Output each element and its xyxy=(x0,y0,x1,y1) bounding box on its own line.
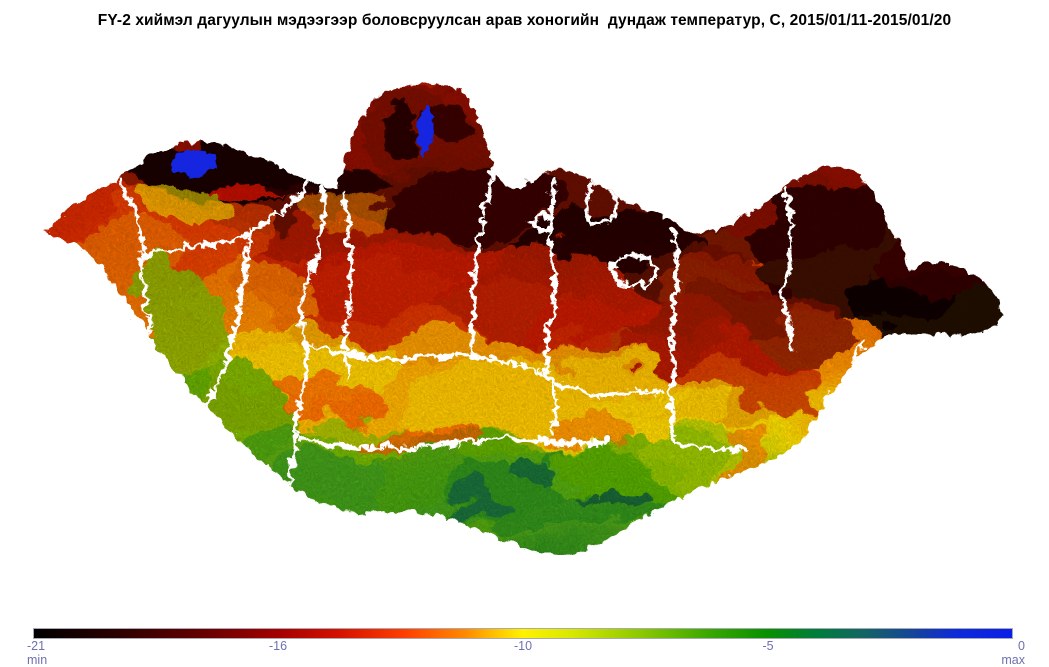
province-borders xyxy=(114,152,860,484)
colorbar-tick-max: 0 max xyxy=(1001,640,1025,667)
colorbar-tick-value: -21 xyxy=(27,639,46,653)
colorbar-tick-value: -10 xyxy=(513,639,533,653)
country-region xyxy=(42,81,999,554)
colorbar-tick-value: -16 xyxy=(268,639,288,653)
colorbar-max-label: max xyxy=(1001,653,1025,667)
noise-texture xyxy=(42,81,999,554)
colorbar-tick: -5 xyxy=(762,640,773,653)
colorbar-tick: -10 xyxy=(514,640,532,653)
colorbar-tick: -16 xyxy=(269,640,287,653)
colorbar-tick-min: -21 min xyxy=(27,640,47,667)
lake-uvs xyxy=(169,146,213,174)
colorbar-tick-value: -5 xyxy=(762,639,774,653)
temperature-map xyxy=(0,50,1049,625)
colorbar-min-label: min xyxy=(27,653,48,667)
mongolia-map-svg xyxy=(42,81,999,554)
lake-khovsgol xyxy=(415,101,431,153)
colorbar: -21 min -16 -10 -5 0 max xyxy=(27,628,1025,667)
lakes xyxy=(169,101,431,174)
colorbar-tick-value: 0 xyxy=(1018,639,1025,653)
colorbar-gradient xyxy=(33,628,1013,639)
map-title: FY-2 хиймэл дагуулын мэдээгээр боловсруу… xyxy=(97,12,952,29)
